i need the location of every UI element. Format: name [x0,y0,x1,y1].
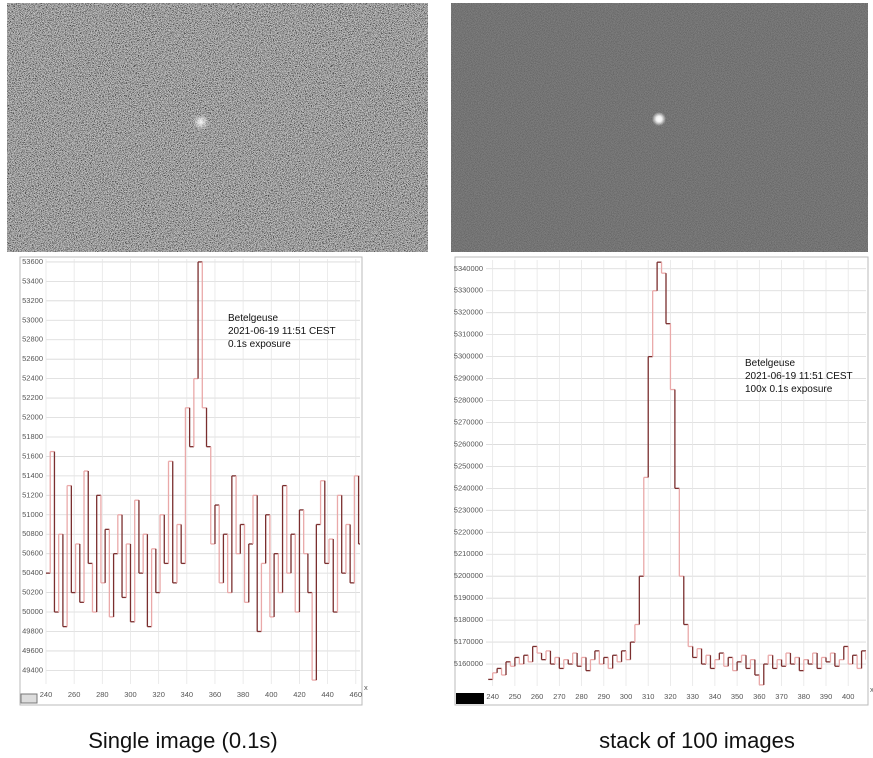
x-tick-label: 300 [124,690,137,699]
y-tick-label: 51600 [22,451,43,460]
y-tick-label: 5280000 [454,396,483,405]
x-tick-label: 340 [709,692,722,701]
y-tick-label: 5210000 [454,549,483,558]
x-tick-label: 340 [181,690,194,699]
y-tick-label: 5170000 [454,637,483,646]
x-tick-label: 460 [350,690,363,699]
y-tick-label: 51000 [22,510,43,519]
single-image [7,3,428,252]
annotation: Betelgeuse [745,358,795,369]
x-tick-label: 310 [642,692,655,701]
x-tick-label: 260 [68,690,81,699]
y-tick-label: 50800 [22,529,43,538]
y-tick-label: 5220000 [454,527,483,536]
x-tick-label: 290 [598,692,611,701]
step-line [46,261,360,681]
step-line [488,261,866,686]
annotation: 100x 0.1s exposure [745,384,833,395]
x-tick-label: 330 [686,692,699,701]
y-tick-label: 50400 [22,568,43,577]
y-tick-label: 50200 [22,588,43,597]
y-tick-label: 5310000 [454,330,483,339]
y-tick-label: 50000 [22,607,43,616]
annotation: 0.1s exposure [228,339,291,350]
y-tick-label: 5320000 [454,308,483,317]
annotation: Betelgeuse [228,313,278,324]
y-tick-label: 5330000 [454,286,483,295]
y-tick-label: 5340000 [454,264,483,273]
y-tick-label: 52600 [22,354,43,363]
y-tick-label: 5300000 [454,352,483,361]
x-tick-label: 370 [775,692,788,701]
y-tick-label: 5290000 [454,374,483,383]
y-tick-label: 51400 [22,471,43,480]
x-tick-label: 380 [237,690,250,699]
x-tick-label: 320 [664,692,677,701]
y-tick-label: 5270000 [454,417,483,426]
x-tick-label: 260 [531,692,544,701]
y-tick-label: 51800 [22,432,43,441]
x-tick-label: 250 [509,692,522,701]
y-tick-label: 5230000 [454,505,483,514]
y-tick-label: 53400 [22,276,43,285]
annotation: 2021-06-19 11:51 CEST [745,371,853,382]
x-tick-label: 390 [820,692,833,701]
x-tick-label: 300 [620,692,633,701]
plots: 49400 49600 49800 50000 50200 50400 50600 50800… [22,257,873,753]
x-tick-label: 360 [753,692,766,701]
x-tick-label: 240 [486,692,499,701]
x-tick-label: 320 [152,690,165,699]
y-tick-label: 53200 [22,296,43,305]
x-tick-label: 400 [265,690,278,699]
x-tick-label: 420 [293,690,306,699]
y-tick-label: 5240000 [454,483,483,492]
y-tick-label: 51200 [22,490,43,499]
y-tick-label: 5200000 [454,571,483,580]
x-tick-label: 380 [798,692,811,701]
y-tick-label: 52000 [22,413,43,422]
x-axis-label: x [870,685,873,694]
x-tick-label: 440 [321,690,334,699]
y-tick-label: 49800 [22,626,43,635]
star [193,114,209,130]
y-tick-label: 49400 [22,665,43,674]
y-tick-label: 53600 [22,257,43,266]
stacked-image [451,3,868,252]
y-tick-label: 52400 [22,374,43,383]
x-tick-label: 360 [209,690,222,699]
y-tick-label: 52800 [22,335,43,344]
x-tick-label: 350 [731,692,744,701]
x-tick-label: 270 [553,692,566,701]
x-tick-label: 280 [96,690,109,699]
plot-button[interactable] [456,693,484,704]
plot-panel [454,256,869,706]
plot-button[interactable] [20,693,38,704]
annotation: 2021-06-19 11:51 CEST [228,326,336,337]
y-tick-label: 53000 [22,315,43,324]
y-tick-label: 5250000 [454,461,483,470]
y-tick-label: 5160000 [454,659,483,668]
caption: Single image (0.1s) [88,728,278,753]
x-tick-label: 240 [40,690,53,699]
y-tick-label: 52200 [22,393,43,402]
x-tick-label: 400 [842,692,855,701]
caption: stack of 100 images [599,728,795,753]
x-tick-label: 280 [575,692,588,701]
y-tick-label: 5190000 [454,593,483,602]
y-tick-label: 50600 [22,549,43,558]
star [652,112,666,126]
x-axis-label: x [364,683,368,692]
plot-panel [19,256,363,706]
y-tick-label: 49600 [22,646,43,655]
y-tick-label: 5260000 [454,439,483,448]
y-tick-label: 5180000 [454,615,483,624]
